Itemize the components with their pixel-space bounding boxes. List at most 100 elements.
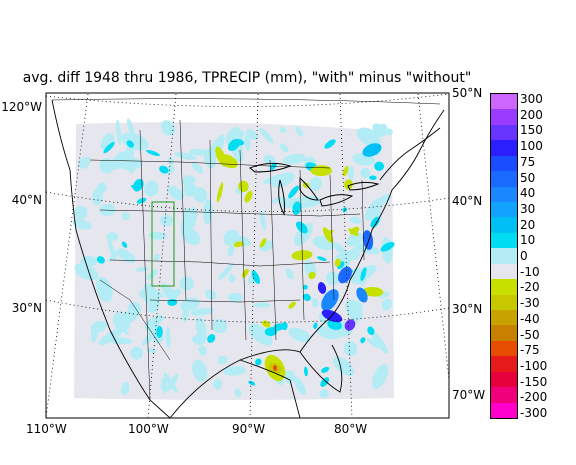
precip-contour xyxy=(183,183,197,197)
precip-contour xyxy=(320,377,330,387)
great-lakes xyxy=(249,162,380,216)
colorbar-segment xyxy=(491,340,517,357)
precip-contour xyxy=(223,229,240,247)
precip-contour xyxy=(386,128,393,136)
colorbar-tick-label: 100 xyxy=(520,139,543,154)
precip-contour xyxy=(162,286,178,302)
precip-contour xyxy=(161,377,168,394)
precip-contour xyxy=(205,289,217,300)
colorbar-tick-label: 0 xyxy=(520,249,528,263)
precip-contour xyxy=(116,248,136,264)
precip-contour xyxy=(251,270,260,284)
precip-contour xyxy=(313,322,318,329)
precip-contour xyxy=(335,250,361,263)
precip-contour xyxy=(112,312,131,332)
precip-contour xyxy=(103,141,115,154)
precip-contour xyxy=(139,289,148,299)
colorbar-tick-label: -20 xyxy=(520,280,540,295)
precip-contour xyxy=(288,301,296,309)
precip-contour xyxy=(370,330,389,354)
precip-contour xyxy=(193,187,208,203)
lat-label-right-0: 50°N xyxy=(452,86,483,100)
subdomain-box xyxy=(151,201,175,287)
precip-contour xyxy=(342,207,348,213)
precip-contour xyxy=(217,355,228,365)
precip-contour xyxy=(163,372,178,393)
precip-contour xyxy=(160,214,173,227)
precip-contour xyxy=(270,162,277,170)
precip-contour xyxy=(248,380,256,386)
lat-label-left-1: 40°N xyxy=(11,193,42,207)
precip-contour xyxy=(218,262,234,281)
lon-label-3: 80°W xyxy=(334,422,368,436)
precip-contour xyxy=(130,346,144,360)
precip-contour xyxy=(321,366,330,373)
precip-contour xyxy=(324,229,334,237)
precip-contour xyxy=(136,197,147,204)
precip-contour xyxy=(227,292,243,303)
colorbar-tick-label: 75 xyxy=(520,154,536,169)
precip-contour xyxy=(167,156,175,166)
colorbar-segment xyxy=(491,356,517,373)
precip-contour xyxy=(192,359,208,382)
precip-contour xyxy=(259,238,267,248)
precip-contour xyxy=(190,307,214,316)
lon-label-0: 110°W xyxy=(26,422,67,436)
precip-contour xyxy=(126,140,134,148)
colorbar-tick-label: -200 xyxy=(520,390,548,405)
colorbar-tick-label: -50 xyxy=(520,327,540,342)
graticule xyxy=(46,93,449,418)
precip-contour xyxy=(261,320,271,328)
precip-contour xyxy=(118,324,129,335)
precip-contour xyxy=(364,197,384,221)
precip-contour xyxy=(360,267,367,281)
precip-contour xyxy=(367,326,375,336)
precip-contour xyxy=(279,126,287,134)
precip-contour xyxy=(362,143,382,157)
precip-contour xyxy=(381,298,393,311)
precip-contour xyxy=(121,241,128,248)
precip-contour xyxy=(258,127,274,144)
precip-contour xyxy=(143,180,159,197)
precip-contour xyxy=(304,366,308,377)
precip-contour xyxy=(295,126,304,137)
colorbar-segment xyxy=(491,248,517,265)
colorbar-tick-label: 300 xyxy=(520,92,543,106)
colorbar-tick-label: 40 xyxy=(520,186,536,201)
precip-contour xyxy=(380,242,395,252)
lon-label-2: 90°W xyxy=(232,422,266,436)
precip-contour xyxy=(235,139,245,146)
precip-contour xyxy=(333,356,355,376)
precip-contour xyxy=(292,201,302,216)
precip-contour xyxy=(148,231,167,240)
precip-contour xyxy=(155,290,164,298)
precip-contour xyxy=(74,263,99,281)
precip-contour xyxy=(98,328,123,346)
colorbar-segment xyxy=(491,171,517,188)
chart-title: avg. diff 1948 thru 1986, TPRECIP (mm), … xyxy=(22,70,472,86)
precip-contour xyxy=(160,120,176,136)
precip-contour xyxy=(212,318,228,334)
precip-contour xyxy=(284,370,296,384)
precip-contour xyxy=(179,276,194,291)
precip-contour xyxy=(191,162,204,174)
precip-contour xyxy=(244,190,253,203)
colorbar-segment xyxy=(491,371,517,388)
colorbar-segment xyxy=(491,232,517,249)
precip-contour xyxy=(182,307,189,322)
precip-contour xyxy=(302,284,308,290)
precip-contour xyxy=(192,334,206,346)
precip-contour xyxy=(321,289,339,311)
precip-contour xyxy=(288,185,300,199)
precip-contour xyxy=(379,193,391,205)
precip-contour xyxy=(133,178,144,192)
colorbar-tick-label: -30 xyxy=(520,296,540,311)
precip-contour xyxy=(369,175,377,180)
precip-contour xyxy=(344,319,356,331)
colorbar-tick-label: 20 xyxy=(520,217,536,232)
map-frame xyxy=(45,92,450,419)
precip-contour xyxy=(188,148,208,156)
precip-contour xyxy=(360,167,371,179)
precip-contour xyxy=(372,364,389,389)
colorbar-segment xyxy=(491,124,517,141)
